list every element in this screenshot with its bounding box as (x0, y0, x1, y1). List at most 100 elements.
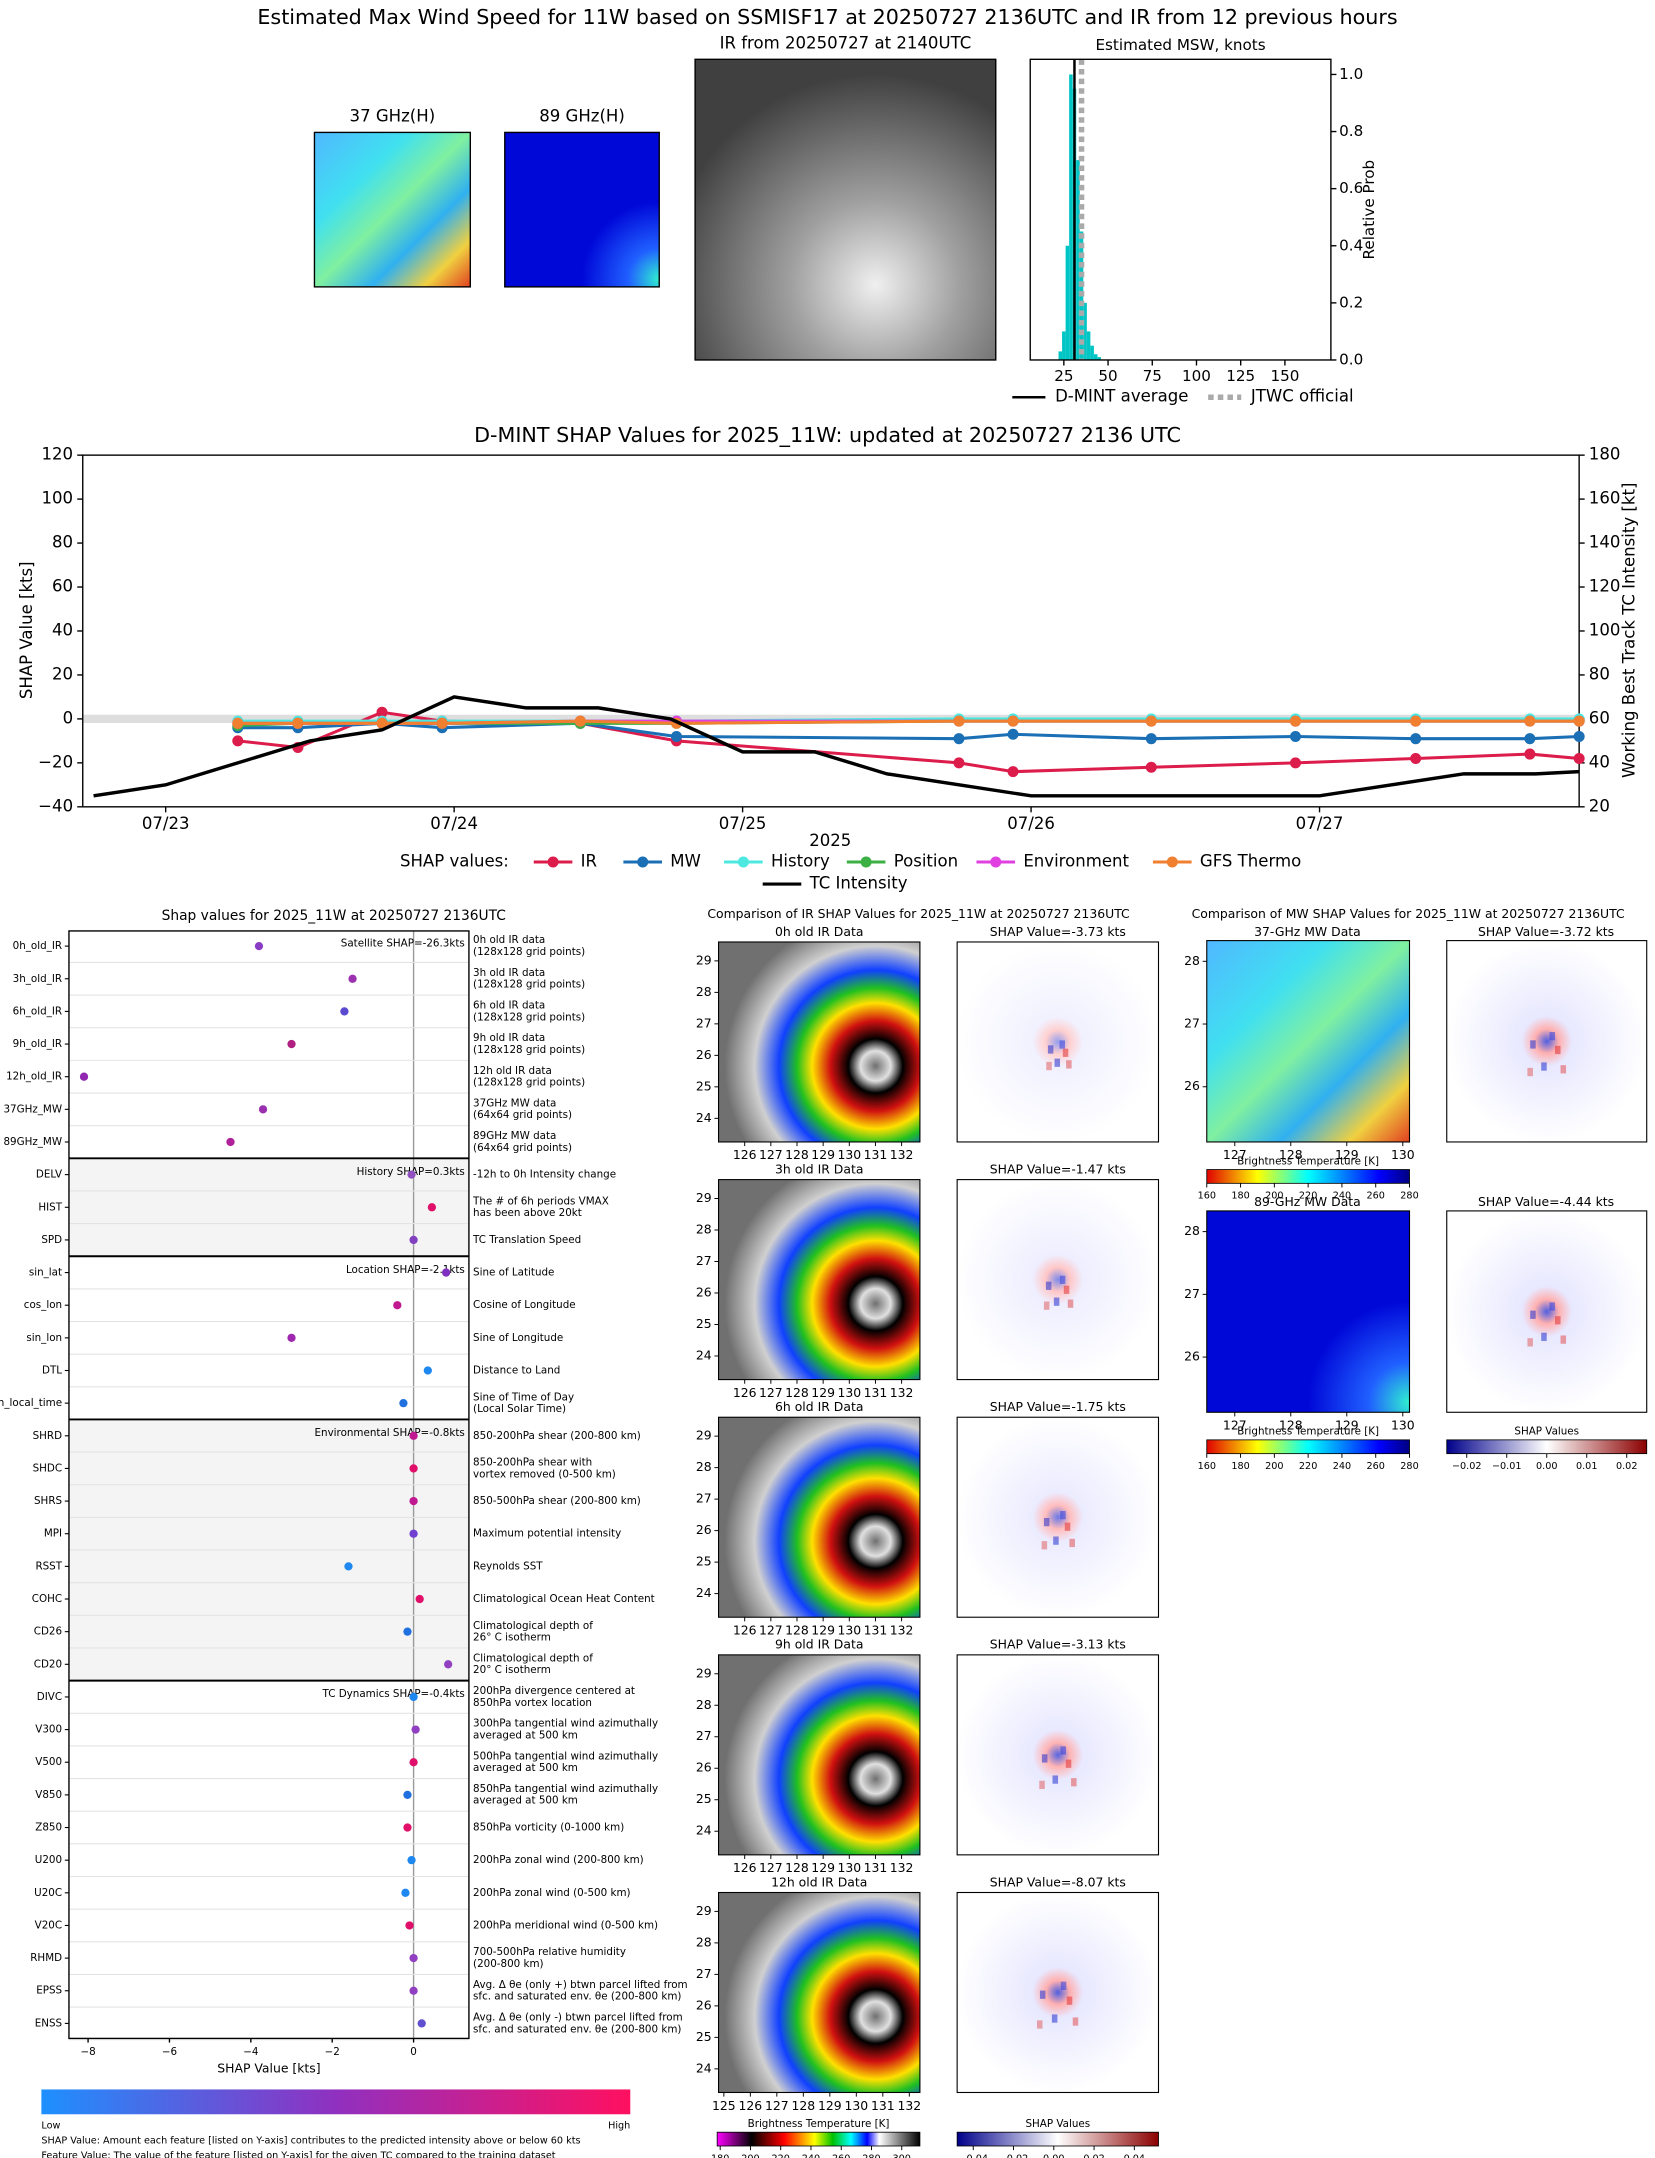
lat-tick-label: 26 (1184, 1349, 1200, 1364)
feature-name: RHMD (30, 1952, 62, 1964)
colorbar-tick-label: 260 (832, 2153, 850, 2158)
y2-tick-label: 20 (1589, 796, 1610, 815)
histogram-bar (1069, 74, 1073, 360)
colorbar-tick-label: −0.02 (1452, 1461, 1482, 1472)
lat-tick-label: 24 (696, 1347, 712, 1362)
feature-description: 0h old IR data (473, 934, 545, 946)
feature-description: Sine of Latitude (473, 1267, 554, 1279)
lon-tick-label: 128 (785, 1860, 809, 1875)
series-marker (1145, 761, 1157, 773)
feature-name: 6h_old_IR (13, 1005, 62, 1017)
colorbar-tick-label: 160 (1198, 1461, 1216, 1472)
figure-title: Estimated Max Wind Speed for 11W based o… (257, 5, 1397, 29)
shap-pattern (1530, 1040, 1536, 1049)
feature-description: Reynolds SST (473, 1560, 543, 1572)
y-tick-label: −20 (38, 752, 73, 771)
x-tick-label: 50 (1098, 367, 1117, 385)
satellite-image (504, 131, 660, 288)
x-axis-label: 2025 (809, 831, 851, 850)
lat-tick-label: 24 (696, 1823, 712, 1838)
feature-description: (200-800 km) (473, 1958, 544, 1970)
feature-description: sfc. and saturated env. θe (200-800 km) (473, 1991, 681, 2003)
shap-image (1446, 940, 1648, 1143)
y2-tick-label: 140 (1589, 533, 1621, 552)
lat-tick-label: 27 (696, 1728, 712, 1743)
feature-description: (Local Solar Time) (473, 1403, 566, 1415)
lon-tick-label: 129 (1335, 1418, 1359, 1433)
y2-axis-label: Working Best Track TC Intensity [kt] (1620, 483, 1639, 778)
x-tick-label: 125 (1226, 367, 1255, 385)
feature-name: sin_lon (26, 1332, 62, 1344)
lon-tick-label: 127 (1223, 1147, 1247, 1162)
series-marker (232, 717, 244, 729)
shap-pattern (1053, 1297, 1060, 1306)
feature-name: DIVC (37, 1691, 62, 1703)
feature-description: 850hPa tangential wind azimuthally (473, 1783, 658, 1795)
feature-name: SHDC (33, 1462, 62, 1474)
feature-description: 200hPa zonal wind (200-800 km) (473, 1854, 644, 1866)
plot-frame (1029, 58, 1332, 361)
series-marker (1524, 715, 1536, 727)
note: SHAP Value: Amount each feature [listed … (41, 2135, 580, 2146)
y-tick-label: 60 (52, 577, 73, 596)
feature-description: 850-200hPa shear with (473, 1457, 592, 1469)
colorbar-tick-label: 280 (1400, 1191, 1418, 1202)
series-line (93, 695, 1580, 798)
shap-pattern (1045, 1281, 1052, 1290)
series-marker (953, 715, 965, 727)
mw-image (1206, 1210, 1411, 1413)
colorbar-tick-label: 200 (1265, 1191, 1283, 1202)
shap-dot (79, 1072, 89, 1081)
histogram-bar (1076, 160, 1080, 360)
colorbar-label: Brightness Temperature [K] (748, 2118, 890, 2130)
shap-dot (409, 1431, 418, 1440)
panel-title: 0h old IR Data (775, 924, 863, 939)
panel-title: IR from 20250727 at 2140UTC (720, 34, 972, 53)
shap-dot (340, 1007, 349, 1016)
feature-name: COHC (32, 1593, 62, 1605)
legend-marker (737, 856, 749, 868)
colorbar (956, 2131, 1159, 2147)
shap-pattern (1064, 1522, 1071, 1531)
y-tick-label: 0.4 (1339, 236, 1363, 254)
feature-name: MPI (44, 1528, 62, 1540)
feature-description: 26° C isotherm (473, 1632, 551, 1644)
shap-dot (441, 1268, 451, 1277)
shap-dot (348, 974, 357, 983)
colorbar-tick-label: 0.00 (1043, 2153, 1064, 2158)
lon-tick-label: 129 (811, 1147, 835, 1162)
feature-description: 700-500hPa relative humidity (473, 1946, 626, 1958)
lat-tick-label: 28 (696, 1697, 712, 1712)
colorbar-tick-label: 220 (772, 2153, 790, 2158)
histogram-bar (1083, 302, 1087, 360)
x-tick-label: 07/23 (142, 814, 190, 833)
series-marker (1007, 766, 1019, 778)
feature-description: Climatological Ocean Heat Content (473, 1593, 655, 1605)
feature-description: Avg. Δ θe (only +) btwn parcel lifted fr… (473, 1979, 688, 1991)
lon-tick-label: 132 (890, 1860, 914, 1875)
shap-pattern (1046, 1061, 1052, 1071)
series-marker (574, 715, 586, 727)
feature-description: (128x128 grid points) (473, 1077, 585, 1089)
shap-pattern (1041, 1541, 1048, 1550)
shap-dot (409, 1986, 418, 1995)
shap-pattern (1062, 1048, 1069, 1057)
series-marker (1007, 728, 1019, 740)
feature-description: 3h old IR data (473, 967, 545, 979)
panel-title: 6h old IR Data (775, 1399, 863, 1414)
panel-title: 12h old IR Data (771, 1874, 867, 1889)
panel-title: 9h old IR Data (775, 1637, 863, 1652)
feature-name: cos_lon (24, 1299, 62, 1311)
colorbar-tick-label: 280 (1400, 1461, 1418, 1472)
legend-marker (637, 856, 649, 868)
group-shade (68, 1158, 469, 1257)
panel-title: SHAP Value=-3.13 kts (990, 1637, 1126, 1652)
x-tick-label: −2 (325, 2046, 340, 2058)
feature-name: sin_local_time (0, 1397, 62, 1409)
feature-description: Climatological depth of (473, 1620, 593, 1632)
shap-pattern (1555, 1045, 1561, 1055)
histogram-bar (1093, 354, 1098, 360)
feature-description: Maximum potential intensity (473, 1528, 621, 1540)
feature-description: Sine of Time of Day (473, 1391, 574, 1403)
lon-tick-label: 127 (1223, 1418, 1247, 1433)
